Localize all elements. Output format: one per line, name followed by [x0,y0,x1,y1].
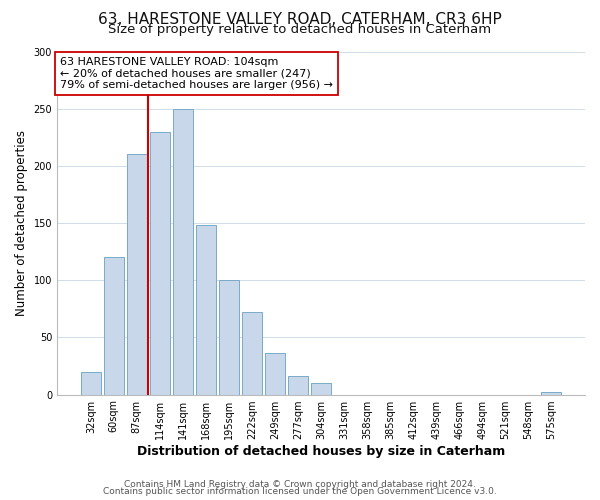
Text: 63, HARESTONE VALLEY ROAD, CATERHAM, CR3 6HP: 63, HARESTONE VALLEY ROAD, CATERHAM, CR3… [98,12,502,28]
Bar [242,312,262,394]
Bar [288,376,308,394]
Text: 63 HARESTONE VALLEY ROAD: 104sqm
← 20% of detached houses are smaller (247)
79% : 63 HARESTONE VALLEY ROAD: 104sqm ← 20% o… [59,56,332,90]
Bar [127,154,146,394]
Bar [541,392,561,394]
Text: Contains HM Land Registry data © Crown copyright and database right 2024.: Contains HM Land Registry data © Crown c… [124,480,476,489]
Text: Size of property relative to detached houses in Caterham: Size of property relative to detached ho… [109,24,491,36]
Bar [196,226,216,394]
Bar [81,372,101,394]
Text: Contains public sector information licensed under the Open Government Licence v3: Contains public sector information licen… [103,487,497,496]
Bar [265,354,285,395]
Bar [219,280,239,394]
Bar [311,383,331,394]
Bar [173,108,193,395]
Bar [150,132,170,394]
X-axis label: Distribution of detached houses by size in Caterham: Distribution of detached houses by size … [137,444,505,458]
Bar [104,258,124,394]
Y-axis label: Number of detached properties: Number of detached properties [15,130,28,316]
